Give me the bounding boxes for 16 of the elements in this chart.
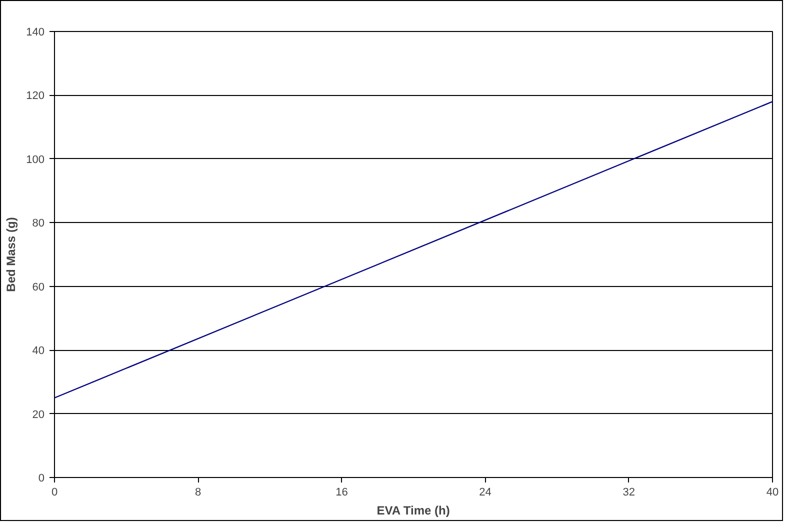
- x-axis-title: EVA Time (h): [376, 504, 450, 518]
- x-tick-label: 0: [51, 486, 58, 498]
- y-tick-label: 120: [26, 90, 45, 102]
- y-tick-label: 80: [32, 218, 45, 230]
- x-tick-label: 40: [766, 486, 779, 498]
- x-tick-label: 24: [479, 486, 492, 498]
- x-tick-label: 32: [622, 486, 636, 498]
- y-tick-label: 140: [26, 26, 45, 38]
- y-tick-label: 60: [32, 281, 45, 294]
- y-tick-label: 100: [26, 154, 45, 166]
- y-tick-label: 0: [38, 472, 45, 484]
- y-tick-label: 40: [32, 345, 45, 358]
- y-tick-label: 20: [32, 408, 45, 421]
- x-tick-label: 8: [195, 486, 202, 498]
- y-axis-title: Bed Mass (g): [4, 217, 18, 292]
- x-tick-label: 16: [336, 486, 348, 498]
